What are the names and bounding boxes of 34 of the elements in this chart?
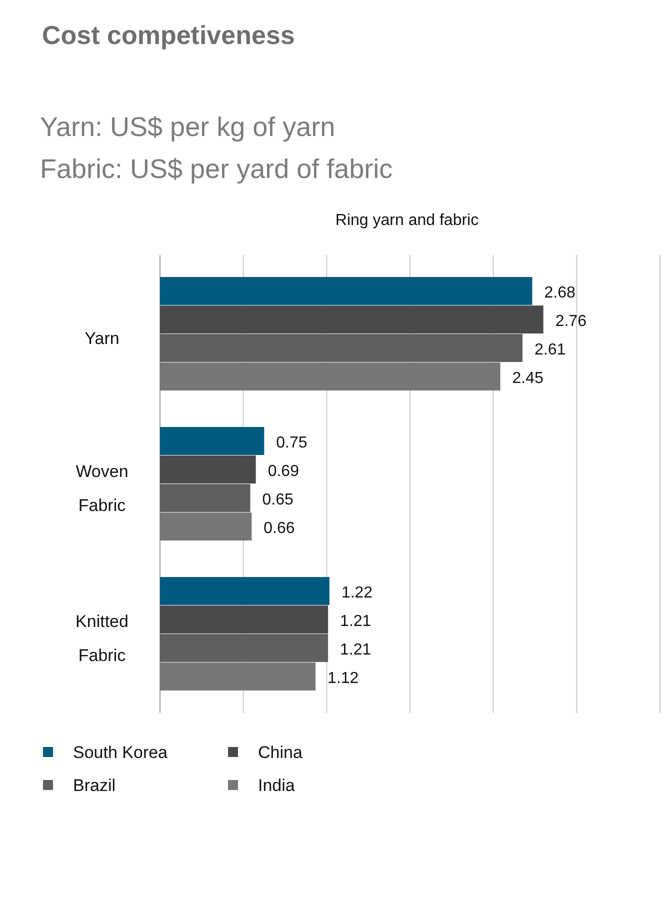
data-label: 2.61 bbox=[534, 341, 566, 358]
bar bbox=[160, 606, 328, 634]
data-label: 0.66 bbox=[264, 520, 295, 537]
bar bbox=[160, 634, 328, 662]
bar bbox=[160, 427, 264, 455]
legend-label: China bbox=[258, 743, 303, 762]
data-label: 0.75 bbox=[276, 434, 308, 452]
data-label: 2.45 bbox=[512, 370, 544, 387]
bar bbox=[160, 512, 252, 540]
data-label: 1.22 bbox=[341, 584, 373, 602]
data-label: 0.69 bbox=[268, 462, 300, 480]
data-label: 0.65 bbox=[262, 491, 294, 508]
text: Ring yarn and fabric bbox=[335, 212, 479, 229]
y-tick-label: Knitted Fabric bbox=[76, 612, 128, 665]
legend-label: India bbox=[258, 776, 296, 795]
chart-title: Cost competiveness bbox=[42, 20, 295, 50]
data-label: 2.76 bbox=[555, 312, 587, 330]
bar bbox=[160, 456, 256, 484]
y-tick-label: Yarn bbox=[84, 329, 120, 348]
bar bbox=[160, 334, 522, 362]
y-tick-label: Woven Fabric bbox=[76, 462, 128, 515]
bar bbox=[160, 662, 316, 690]
legend-label: South Korea bbox=[73, 743, 168, 762]
chart-subtitle: Yarn: US$ per kg of yarn Fabric: US$ per yard of fabric bbox=[40, 112, 393, 184]
bar bbox=[160, 277, 532, 305]
data-label: 1.21 bbox=[340, 612, 372, 630]
bar bbox=[160, 577, 330, 605]
data-label: 1.21 bbox=[340, 641, 372, 658]
bar bbox=[160, 362, 500, 390]
bar bbox=[160, 484, 250, 512]
data-label: 2.68 bbox=[544, 284, 576, 302]
bar bbox=[160, 306, 544, 334]
legend-label: Brazil bbox=[73, 776, 116, 795]
data-label: 1.12 bbox=[328, 670, 359, 687]
